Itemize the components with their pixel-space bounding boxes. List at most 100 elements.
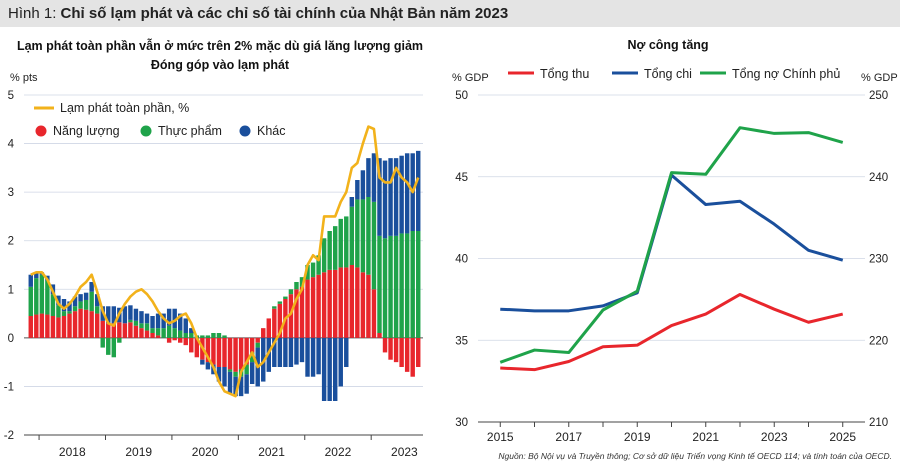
y-tick-label-right: 240 <box>869 172 888 184</box>
x-tick-label-2023: 2023 <box>391 445 418 459</box>
y-tick-label-left: 40 <box>455 254 468 266</box>
bar-energy-2019-02 <box>111 323 117 338</box>
bar-food-2021-04 <box>255 342 260 348</box>
bar-food-2022-07 <box>338 218 343 268</box>
bar-food-2018-01 <box>39 274 45 314</box>
bar-food-2017-12 <box>34 278 39 315</box>
y-tick-label: 4 <box>8 139 15 151</box>
bar-food-2021-03 <box>249 352 255 363</box>
bar-food-2018-04 <box>56 305 61 318</box>
bar-other-2023-09 <box>416 150 421 231</box>
bar-other-2019-02 <box>111 306 117 324</box>
bar-food-2023-01 <box>371 201 377 290</box>
chart-subtitle: Đóng góp vào lạm phát <box>151 58 290 72</box>
bar-energy-2023-08 <box>410 337 415 377</box>
bar-energy-2022-03 <box>316 274 321 338</box>
bar-energy-2018-11 <box>94 313 100 338</box>
bar-energy-2017-12 <box>34 314 39 338</box>
bar-other-2022-09 <box>349 197 355 207</box>
legend-energy-label: Năng lượng <box>53 124 120 138</box>
bar-other-2017-11 <box>28 274 33 287</box>
bar-energy-2022-08 <box>344 267 349 338</box>
bar-energy-2018-01 <box>39 313 45 338</box>
bar-energy-2019-04 <box>122 323 128 338</box>
bar-other-2023-07 <box>404 153 410 234</box>
chart-title: Nợ công tăng <box>627 38 708 52</box>
bar-energy-2022-05 <box>327 269 332 338</box>
bar-food-2018-07 <box>72 306 78 312</box>
bar-energy-2021-02 <box>244 337 249 365</box>
inflation-contribution-chart: Lạm phát toàn phần vẫn ở mức trên 2% mặc… <box>4 38 423 459</box>
bar-energy-2022-09 <box>349 265 355 338</box>
bar-energy-2020-03 <box>183 337 188 346</box>
bar-food-2019-09 <box>150 328 155 333</box>
chart-title: Lạm phát toàn phần vẫn ở mức trên 2% mặc… <box>17 38 423 53</box>
y-tick-label-left: 30 <box>455 417 468 429</box>
y-tick-label-right: 210 <box>869 417 888 429</box>
bar-energy-2021-05 <box>261 328 266 338</box>
bar-other-2021-02 <box>244 374 249 394</box>
bar-other-2023-01 <box>371 153 377 202</box>
y-axis-label-right: % GDP <box>861 72 898 84</box>
bar-energy-2023-02 <box>377 333 382 338</box>
bar-food-2021-02 <box>244 364 249 375</box>
bar-other-2022-04 <box>321 337 327 401</box>
bar-energy-2018-07 <box>72 311 78 338</box>
bar-energy-2018-09 <box>83 309 89 338</box>
x-tick-label-2021: 2021 <box>692 430 719 444</box>
bar-other-2018-08 <box>78 294 83 302</box>
x-tick-label-2025: 2025 <box>829 430 856 444</box>
bar-other-2020-02 <box>178 313 183 331</box>
bar-food-2021-07 <box>272 306 277 309</box>
bar-food-2022-10 <box>355 199 360 268</box>
bar-other-2022-11 <box>360 170 366 200</box>
bar-food-2019-11 <box>161 328 166 338</box>
bars-group <box>28 150 421 401</box>
bar-energy-2021-06 <box>266 318 271 338</box>
bar-other-2021-09 <box>283 337 288 367</box>
bar-other-2019-01 <box>106 306 111 324</box>
legend-expenditure-label: Tổng chi <box>644 67 692 81</box>
expenditure-line <box>500 173 844 313</box>
bar-food-2021-11 <box>294 282 299 290</box>
bar-other-2019-12 <box>166 308 172 326</box>
bar-energy-2022-06 <box>332 269 338 338</box>
bar-other-2020-07 <box>205 362 211 370</box>
legend-energy-dot <box>35 125 47 137</box>
bar-food-2020-09 <box>216 333 222 338</box>
bar-food-2022-04 <box>321 238 327 273</box>
bar-other-2023-02 <box>377 158 382 236</box>
legend-food-label: Thực phẩm <box>158 124 222 138</box>
bar-food-2018-10 <box>89 291 94 312</box>
bar-food-2020-06 <box>200 335 205 338</box>
bar-food-2022-11 <box>360 199 366 273</box>
bar-energy-2019-06 <box>133 325 139 338</box>
bar-food-2019-01 <box>106 337 111 355</box>
bar-energy-2020-11 <box>227 337 233 370</box>
bar-food-2023-03 <box>382 238 388 338</box>
bar-energy-2018-04 <box>56 317 61 338</box>
bar-food-2021-09 <box>283 296 288 299</box>
bar-other-2023-05 <box>393 158 399 236</box>
bar-energy-2020-01 <box>172 337 177 341</box>
bar-energy-2018-02 <box>45 314 50 338</box>
bar-other-2022-02 <box>310 337 316 377</box>
figure-caption: Hình 1: Chỉ số lạm phát và các chỉ số tà… <box>8 5 508 22</box>
bar-energy-2021-07 <box>272 308 277 338</box>
bar-other-2022-06 <box>332 337 338 401</box>
bar-food-2019-06 <box>133 320 139 326</box>
bar-food-2018-02 <box>45 280 50 315</box>
bar-other-2019-07 <box>139 311 144 324</box>
bar-energy-2022-02 <box>310 277 316 338</box>
bar-other-2020-11 <box>227 371 233 394</box>
bar-other-2022-10 <box>355 180 360 200</box>
bar-food-2019-08 <box>144 323 150 331</box>
bar-food-2018-11 <box>94 306 100 314</box>
bar-other-2021-10 <box>288 337 294 367</box>
bar-other-2020-06 <box>200 359 205 365</box>
source-note: Nguồn: Bộ Nội vụ và Truyền thông; Cơ sở … <box>498 451 892 461</box>
bar-energy-2022-12 <box>366 274 371 338</box>
bar-food-2020-10 <box>222 335 227 338</box>
y-tick-label: 3 <box>8 187 14 199</box>
bar-other-2021-11 <box>294 337 299 365</box>
